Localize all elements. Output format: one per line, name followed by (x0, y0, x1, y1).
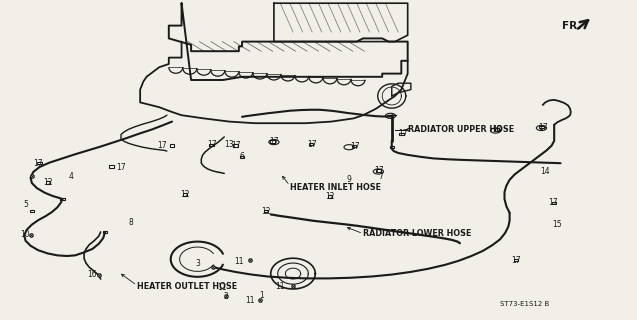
Bar (399, 132, 404, 135)
Text: 17: 17 (398, 129, 408, 138)
Text: 2: 2 (224, 292, 229, 301)
Text: 7: 7 (378, 172, 383, 180)
Text: ST73-E1S12 B: ST73-E1S12 B (500, 301, 549, 307)
Text: 11: 11 (234, 257, 243, 266)
Bar (37, 162, 41, 164)
Bar (110, 165, 113, 168)
Text: 3: 3 (195, 259, 200, 268)
Text: 12: 12 (43, 178, 52, 187)
Text: RADIATOR LOWER HOSE: RADIATOR LOWER HOSE (363, 229, 471, 238)
Text: 1: 1 (259, 292, 264, 300)
Text: 17: 17 (350, 142, 361, 151)
Bar (352, 145, 357, 147)
Text: 5: 5 (23, 200, 28, 209)
Bar (494, 129, 499, 131)
Bar (552, 202, 557, 204)
Text: 16: 16 (87, 270, 97, 279)
Text: 17: 17 (307, 140, 317, 149)
Text: 11: 11 (217, 284, 226, 292)
Bar (169, 144, 174, 147)
Text: 4: 4 (69, 172, 74, 181)
Bar (376, 170, 380, 172)
Text: 8: 8 (128, 218, 133, 227)
Bar (46, 181, 50, 184)
Bar (539, 126, 544, 128)
Bar (308, 143, 313, 145)
Text: 17: 17 (33, 159, 43, 168)
Text: 10: 10 (20, 230, 31, 239)
Text: 15: 15 (552, 220, 562, 229)
Bar (209, 144, 213, 146)
Bar (233, 144, 238, 147)
Bar (240, 156, 244, 158)
Bar (327, 195, 333, 198)
Bar (103, 231, 107, 233)
Text: 17: 17 (157, 141, 168, 150)
Text: 14: 14 (540, 167, 550, 176)
Text: HEATER OUTLET HOSE: HEATER OUTLET HOSE (137, 282, 237, 291)
Text: 17: 17 (374, 166, 384, 175)
Text: 11: 11 (276, 282, 285, 291)
Text: 12: 12 (326, 192, 334, 201)
Bar (182, 193, 187, 196)
Text: FR.: FR. (562, 21, 581, 31)
Bar (513, 259, 519, 261)
Bar (60, 198, 65, 200)
Bar (29, 210, 34, 212)
Text: 17: 17 (492, 125, 502, 134)
Text: 17: 17 (511, 256, 521, 265)
Text: HEATER INLET HOSE: HEATER INLET HOSE (290, 183, 381, 192)
Text: 17: 17 (538, 123, 548, 132)
Text: 12: 12 (180, 190, 189, 199)
Text: 13: 13 (224, 140, 234, 149)
Text: 17: 17 (269, 137, 279, 146)
Text: 17: 17 (548, 198, 558, 207)
Text: 12: 12 (262, 207, 271, 216)
Bar (389, 146, 394, 148)
Text: 17: 17 (116, 163, 126, 172)
Bar (264, 210, 268, 212)
Text: 17: 17 (231, 141, 241, 150)
Text: 17: 17 (207, 140, 217, 149)
Text: RADIATOR UPPER HOSE: RADIATOR UPPER HOSE (408, 125, 514, 134)
Bar (270, 140, 275, 143)
Text: 6: 6 (240, 152, 245, 161)
Text: 9: 9 (347, 175, 352, 184)
Text: 11: 11 (246, 296, 255, 305)
